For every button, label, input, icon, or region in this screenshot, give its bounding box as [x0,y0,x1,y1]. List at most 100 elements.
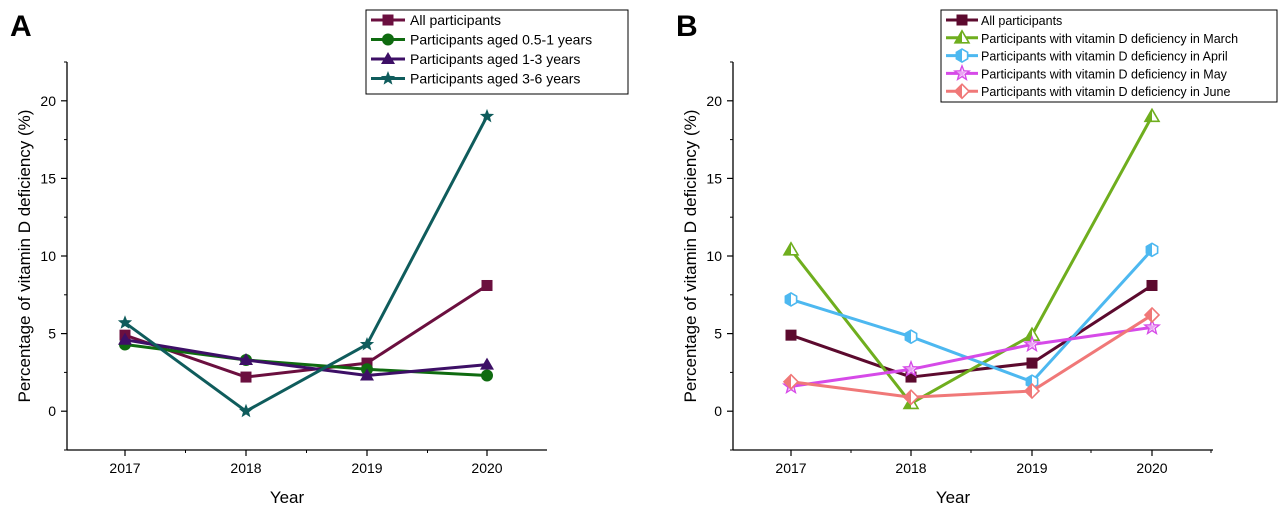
panel-b-legend: All participants Participants with vitami… [940,9,1278,103]
panel-a-series-0-point-1-shape [240,371,252,383]
panel-b-legend-marker-1-half [955,30,962,43]
panel-b-series-1-point-3 [1143,107,1161,123]
panel-b-legend-marker-0-shape [956,14,968,26]
panel-b-series-1-point-0 [782,241,800,256]
panel-b-legend-label-2: Participants with vitamin D deficiency i… [981,50,1228,64]
panel-a-legend-label-1: Participants aged 0.5-1 years [410,32,592,48]
panel-b-series-2-point-1-half [905,330,911,344]
panel-a-legend-marker-3 [380,71,396,85]
panel-b-ytick-label-2: 10 [706,248,722,264]
panel-a-ytick-label-2: 10 [40,248,56,264]
panel-a-legend-marker-2-shape [381,52,395,64]
panel-a-series-2-line [124,338,488,377]
panel-a-legend-marker-3-shape [380,71,396,85]
panel-b-series-3-point-1-half [905,364,916,374]
panel-b-legend-item-3: Participants with vitamin D deficiency i… [946,63,1228,82]
panel-a-series-3-point-1-shape [238,403,254,418]
panel-a-series-0-line [124,284,488,379]
panel-b-series-3-point-2 [1023,334,1041,353]
panel-a-series-3-point-0-shape [117,315,133,329]
panel-b-legend-item-0: All participants [946,14,1062,28]
panel-b-legend-marker-2-half [956,49,962,63]
panel-b-ytick-label-3: 15 [706,170,722,186]
panel-b-letter: B [676,10,698,43]
panel-a-series-3 [117,108,495,418]
panel-b-series-4-point-1-half [904,390,911,405]
panel-b-legend-marker-4-half [955,84,962,99]
panel-b-series-0-point-0 [785,329,797,341]
panel-a-series-2-point-3 [480,357,494,370]
panel-a-series-2-point-0-shape [118,332,132,345]
panel-a-series-2-point-2-shape [360,368,374,381]
panel-a-series-2-point-2 [360,368,374,381]
panel-b-series-3-point-3 [1143,317,1161,336]
panel-b-legend-marker-1 [953,29,971,44]
panel-a-legend-marker-2 [381,52,395,64]
panel-a-series-1-line [124,342,488,377]
panel-a-legend-item-2: Participants aged 1-3 years [371,51,580,67]
panel-a-series-3-point-2 [359,336,375,351]
panel-b-series-4-point-3-half [1145,307,1152,322]
panel-a: A 0 5 10 15 20 2017 2018 2019 2020 Year Percentage … [10,9,629,506]
panel-b-series-0-point-1 [905,371,917,383]
panel-a-series-3-point-2-shape [359,336,375,351]
panel-b-xtick-label-3: 2020 [1136,460,1167,476]
panel-a-legend-marker-1 [382,33,394,46]
panel-a-series-2-point-0 [118,332,132,345]
panel-a-xtick-label-3: 2020 [471,460,502,476]
panel-a-legend-label-0: All participants [410,12,501,28]
panel-a-series-3-point-0 [117,315,133,329]
panel-b-y-axis-title: Percentage of vitamin D deficiency (%) [681,110,700,403]
panel-a-letter: A [10,10,32,43]
panel-b-series-4 [782,306,1161,406]
panel-b-series-1-point-2-half [1025,328,1032,341]
panel-a-xtick-label-2: 2019 [351,460,382,476]
panel-a-series-2-point-1-shape [239,352,253,365]
panel-b-series-4-point-0 [782,373,800,390]
panel-b-legend-label-1: Participants with vitamin D deficiency i… [981,32,1238,46]
panel-a-legend-box [365,9,629,95]
panel-a-series-3-line [124,115,489,413]
panel-b-series-2-point-3 [1145,242,1159,258]
panel-b-legend-marker-2 [955,48,969,64]
panel-a-series-0-point-2 [361,357,373,369]
panel-a-legend-item-1: Participants aged 0.5-1 years [371,32,592,48]
panel-a-legend-marker-0-shape [382,14,394,26]
panel-b-legend-label-0: All participants [981,14,1062,28]
panel-b-xtick-label-2: 2019 [1016,460,1047,476]
panel-b-xtick-label-0: 2017 [775,460,806,476]
panel-a-series-2 [118,332,494,381]
panel-a-series-1-point-3 [481,369,493,382]
panel-b-legend-marker-4 [953,83,971,100]
panel-b-legend-label-3: Participants with vitamin D deficiency i… [981,67,1228,81]
panel-a-series-0-point-3-shape [481,279,493,291]
panel-a-series-2-point-1 [239,352,253,365]
panel-b-legend-box [940,9,1278,103]
panel-b-series-4-point-3 [1143,306,1161,324]
panel-b-legend-marker-0 [956,14,968,26]
panel-a-ytick-label-3: 15 [40,170,56,186]
panel-b-series-0-line [790,284,1153,379]
panel-a-ytick-label-0: 0 [48,403,56,419]
panel-b-x-axis-title: Year [936,488,971,506]
panel-b-series-2-line [790,248,1154,384]
panel-b-series-2-point-0 [784,292,798,307]
panel-b-legend-item-1: Participants with vitamin D deficiency i… [946,29,1238,46]
panel-a-series-0-point-1 [240,371,252,383]
panel-b-series-4-point-2-half [1025,384,1032,399]
panel-b-series-0-point-3-shape [1146,279,1158,291]
panel-b-legend-marker-3 [953,63,971,82]
panel-b-legend-item-4: Participants with vitamin D deficiency i… [946,83,1230,100]
panel-a-legend-label-2: Participants aged 1-3 years [410,51,580,67]
panel-b-series-0-point-2-shape [1026,357,1038,369]
panel-a-series-3-point-3 [479,108,495,123]
panel-b-series-0-point-3 [1146,279,1158,291]
panel-b-ytick-label-1: 5 [714,326,722,342]
panel-a-xtick-label-1: 2018 [230,460,261,476]
panel-b-series-1 [782,107,1161,410]
panel-a-legend-marker-0 [382,14,394,26]
panel-b-series-2-point-3-half [1146,243,1152,257]
panel-a-legend-item-0: All participants [371,12,501,28]
panel-a-series-3-point-3-shape [479,108,495,123]
